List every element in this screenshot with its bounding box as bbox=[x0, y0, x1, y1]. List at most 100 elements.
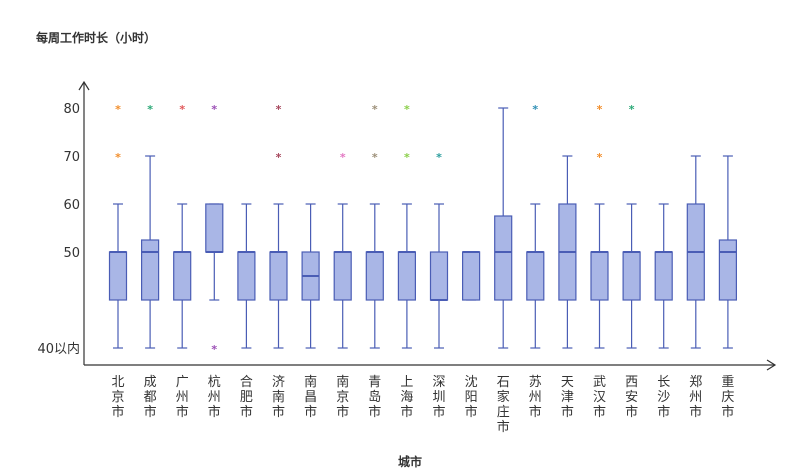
x-tick-label: 杭州市 bbox=[208, 375, 221, 420]
x-tick-char: 都 bbox=[144, 390, 157, 405]
box-group bbox=[718, 155, 738, 349]
x-tick-label: 长沙市 bbox=[657, 375, 670, 420]
x-tick-char: 市 bbox=[721, 404, 734, 420]
outlier-marker: * bbox=[597, 103, 603, 116]
x-tick-label: 济南市 bbox=[272, 375, 285, 420]
iqr-box bbox=[654, 251, 673, 301]
outlier-marker: * bbox=[115, 103, 121, 116]
x-tick-char: 北 bbox=[111, 375, 124, 390]
x-tick-char: 西 bbox=[625, 375, 638, 390]
x-tick-label: 南京市 bbox=[336, 374, 349, 420]
x-tick-char: 市 bbox=[593, 404, 606, 420]
box-group: ** bbox=[108, 103, 128, 349]
x-tick-char: 成 bbox=[144, 375, 157, 390]
x-tick-char: 阳 bbox=[465, 390, 478, 405]
x-tick-char: 市 bbox=[625, 404, 638, 420]
y-tick-label: 70 bbox=[63, 150, 80, 165]
x-tick-char: 武 bbox=[593, 375, 606, 390]
x-tick-label: 北京市 bbox=[111, 375, 124, 420]
x-tick-char: 海 bbox=[400, 390, 413, 405]
x-tick-char: 京 bbox=[336, 390, 349, 405]
x-tick-char: 市 bbox=[272, 404, 285, 420]
x-tick-label: 成都市 bbox=[144, 375, 157, 420]
box-group: * bbox=[141, 103, 160, 349]
x-tick-char: 市 bbox=[465, 404, 478, 420]
x-tick-char: 济 bbox=[272, 375, 285, 390]
outlier-marker: * bbox=[211, 103, 217, 116]
x-tick-label: 苏州市 bbox=[529, 374, 542, 420]
iqr-box bbox=[462, 251, 481, 301]
x-tick-label: 天津市 bbox=[561, 375, 574, 420]
x-tick-char: 圳 bbox=[432, 390, 445, 405]
iqr-box bbox=[269, 251, 288, 301]
x-tick-char: 庄 bbox=[497, 404, 510, 420]
x-tick-char: 南 bbox=[336, 374, 349, 390]
x-tick-char: 市 bbox=[529, 404, 542, 420]
iqr-box bbox=[526, 251, 545, 301]
y-tick-label: 40以内 bbox=[37, 341, 80, 357]
x-tick-label: 郑州市 bbox=[689, 375, 702, 420]
y-axis-title: 每周工作时长（小时） bbox=[36, 30, 156, 45]
outlier-marker: * bbox=[532, 103, 538, 116]
x-tick-char: 家 bbox=[497, 389, 510, 405]
x-tick-char: 石 bbox=[497, 375, 510, 390]
x-tick-label: 重庆市 bbox=[721, 374, 734, 420]
x-tick-label: 沈阳市 bbox=[465, 375, 478, 420]
x-tick-char: 市 bbox=[176, 404, 189, 420]
x-tick-char: 天 bbox=[561, 375, 574, 390]
outlier-marker: * bbox=[372, 151, 378, 164]
x-tick-label: 合肥市 bbox=[240, 375, 253, 420]
x-tick-label: 南昌市 bbox=[304, 374, 317, 420]
x-tick-char: 杭 bbox=[208, 375, 221, 390]
outlier-marker: * bbox=[404, 151, 410, 164]
x-tick-char: 州 bbox=[176, 390, 189, 405]
x-tick-char: 市 bbox=[336, 404, 349, 420]
iqr-box bbox=[141, 239, 160, 301]
y-axis-arrow bbox=[78, 80, 90, 91]
box-group bbox=[654, 203, 673, 349]
iqr-box bbox=[237, 251, 256, 301]
x-tick-char: 市 bbox=[368, 404, 381, 420]
x-tick-labels: 北京市成都市广州市杭州市合肥市济南市南昌市南京市青岛市上海市深圳市沈阳市石家庄市… bbox=[111, 374, 734, 435]
x-tick-char: 青 bbox=[368, 375, 381, 390]
x-tick-char: 南 bbox=[272, 389, 285, 405]
x-tick-char: 市 bbox=[240, 404, 253, 420]
iqr-box bbox=[365, 251, 384, 301]
iqr-box bbox=[718, 239, 738, 301]
box-group: * bbox=[333, 151, 352, 349]
iqr-box bbox=[590, 251, 609, 301]
x-tick-char: 市 bbox=[111, 404, 124, 420]
box-group bbox=[462, 251, 481, 301]
x-tick-char: 汉 bbox=[593, 390, 606, 405]
x-tick-char: 广 bbox=[176, 375, 189, 390]
box-group bbox=[686, 155, 705, 349]
x-tick-label: 青岛市 bbox=[368, 375, 381, 420]
x-tick-char: 市 bbox=[432, 404, 445, 420]
box-group bbox=[558, 155, 577, 349]
x-tick-char: 州 bbox=[208, 390, 221, 405]
outlier-marker: * bbox=[436, 151, 442, 164]
iqr-box bbox=[622, 251, 641, 301]
outlier-marker: * bbox=[629, 103, 635, 116]
y-tick-label: 50 bbox=[63, 246, 80, 261]
x-tick-char: 市 bbox=[497, 419, 510, 435]
iqr-box bbox=[333, 251, 352, 301]
x-tick-char: 深 bbox=[432, 375, 445, 390]
x-tick-char: 南 bbox=[304, 374, 317, 390]
iqr-box bbox=[205, 203, 224, 253]
boxes: ** * ****** ******** * bbox=[108, 103, 738, 356]
x-tick-char: 市 bbox=[689, 404, 702, 420]
x-tick-char: 郑 bbox=[689, 375, 702, 390]
y-tick-label: 60 bbox=[63, 198, 80, 213]
box-group: * bbox=[526, 103, 545, 349]
x-tick-char: 市 bbox=[144, 404, 157, 420]
iqr-box bbox=[108, 251, 128, 301]
x-tick-char: 州 bbox=[689, 390, 702, 405]
outlier-marker: * bbox=[276, 103, 282, 116]
outlier-marker: * bbox=[597, 151, 603, 164]
x-tick-label: 石家庄市 bbox=[497, 375, 510, 435]
x-tick-label: 武汉市 bbox=[593, 375, 606, 420]
x-tick-char: 市 bbox=[561, 404, 574, 420]
x-tick-char: 沙 bbox=[657, 390, 670, 405]
x-tick-char: 昌 bbox=[304, 390, 317, 405]
